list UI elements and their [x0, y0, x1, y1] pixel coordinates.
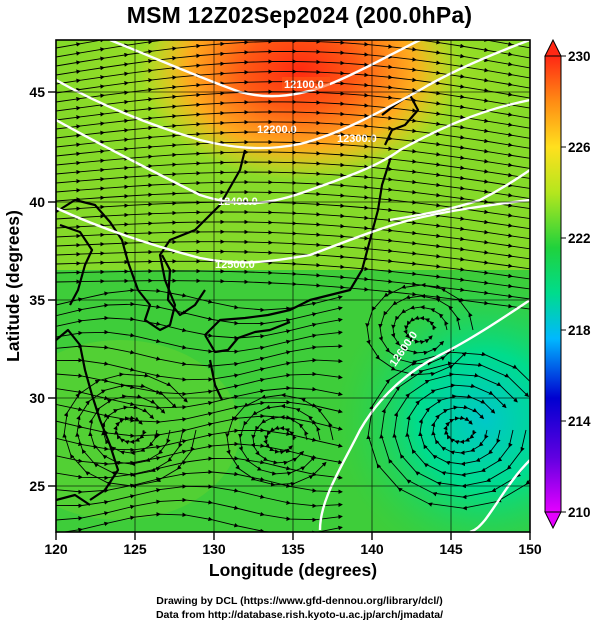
- x-tick-label: 120: [44, 541, 68, 557]
- y-tick-label: 40: [29, 194, 45, 210]
- map-title: MSM 12Z02Sep2024 (200.0hPa): [126, 2, 473, 28]
- colorbar-bar: [544, 55, 562, 513]
- x-tick-label: 135: [281, 541, 305, 557]
- colorbar-label: 218: [568, 323, 591, 338]
- tick-marks: [48, 91, 531, 540]
- y-tick-label: 30: [29, 390, 45, 406]
- y-tick-label: 35: [29, 292, 45, 308]
- y-axis-label: Latitude (degrees): [3, 210, 23, 362]
- colorbar-label: 222: [568, 231, 591, 246]
- x-tick-label: 140: [360, 541, 384, 557]
- contour-label-12200: 12200.0: [257, 124, 297, 136]
- footer-credit-data: Data from http://database.rish.kyoto-u.a…: [155, 609, 444, 621]
- colorbar-label: 210: [568, 505, 591, 520]
- contour-label-12300: 12300.0: [337, 133, 377, 145]
- coastlines: [56, 93, 420, 506]
- x-tick-label: 125: [123, 541, 147, 557]
- x-axis-label: Longitude (degrees): [209, 560, 377, 580]
- x-tick-label: 145: [439, 541, 463, 557]
- contour-label-12500: 12500.0: [215, 259, 255, 271]
- lat-lon-grid: [56, 40, 530, 532]
- colorbar-max-arrow: [544, 38, 562, 57]
- colorbar-label: 214: [568, 414, 591, 429]
- x-tick-label: 130: [202, 541, 226, 557]
- x-tick-label: 150: [518, 541, 542, 557]
- colorbar-label: 226: [568, 140, 591, 155]
- colorbar-min-arrow: [544, 511, 562, 530]
- colorbar-label: 230: [568, 49, 591, 64]
- contour-label-12100: 12100.0: [284, 79, 324, 91]
- y-tick-label: 25: [29, 478, 45, 494]
- y-tick-label: 45: [29, 84, 45, 100]
- colorbar: 230 226 222 218 214 210: [544, 38, 591, 530]
- height-contours: [56, 40, 530, 532]
- footer-credit-drawing: Drawing by DCL (https://www.gfd-dennou.o…: [156, 595, 443, 607]
